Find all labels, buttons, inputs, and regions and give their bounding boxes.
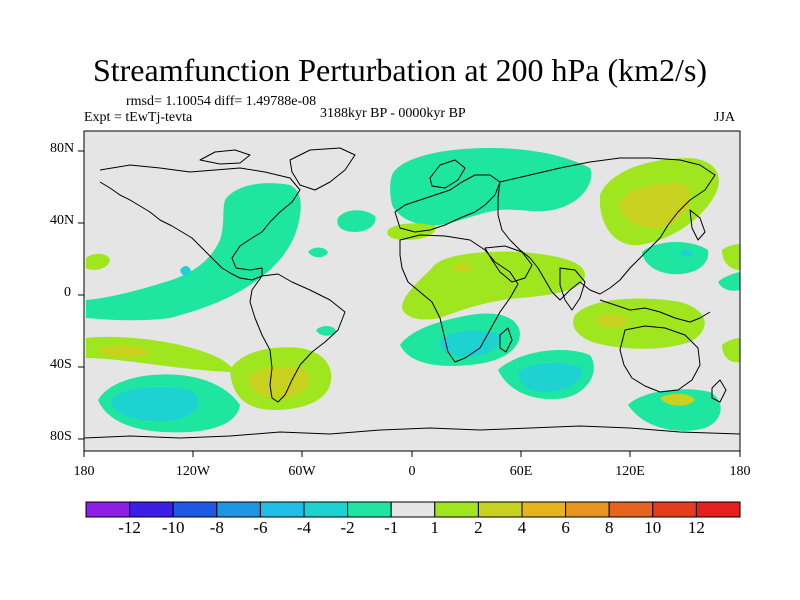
colorbar bbox=[85, 501, 741, 518]
lat-label-40n: 40N bbox=[50, 213, 75, 228]
neg-region-east-pacific-edge bbox=[718, 272, 740, 291]
axis-ticks bbox=[78, 150, 741, 457]
lat-label-80s: 80S bbox=[50, 429, 72, 444]
colorbar-box bbox=[216, 501, 261, 518]
rmsd-diff-stats: rmsd= 1.10054 diff= 1.49788e-08 bbox=[126, 94, 317, 109]
colorbar-label: -1 bbox=[384, 518, 399, 537]
colorbar-box bbox=[259, 501, 305, 518]
colorbar-label: 6 bbox=[561, 518, 570, 537]
lat-label-40s: 40S bbox=[50, 357, 72, 372]
colorbar-box bbox=[85, 501, 131, 518]
lon-label-0: 0 bbox=[408, 464, 416, 479]
coast-scandinavia bbox=[429, 159, 466, 189]
coast-africa bbox=[399, 234, 519, 363]
pos-region-south-indian-east-edge bbox=[722, 338, 740, 363]
neg-region-subtropical-atlantic bbox=[308, 247, 328, 258]
coast-southeast-asia-islands bbox=[599, 299, 711, 323]
neg-region-north-america bbox=[86, 183, 301, 321]
colorbar-box bbox=[477, 501, 523, 518]
colorbar-box bbox=[652, 501, 697, 518]
colorbar-box bbox=[608, 501, 654, 518]
coast-madagascar bbox=[499, 327, 513, 353]
colorbar-label: 1 bbox=[430, 518, 440, 537]
neg-region-tasman bbox=[628, 389, 721, 431]
colorbar-label: -6 bbox=[253, 518, 268, 537]
colorbar-label: 2 bbox=[474, 518, 483, 537]
pos-region-east-pacific-east-edge bbox=[722, 244, 740, 270]
lon-label-180-east: 180 bbox=[729, 464, 751, 479]
lon-label-60e: 60E bbox=[509, 464, 533, 479]
pos4-core-north-pacific bbox=[618, 183, 690, 229]
colorbar-box bbox=[129, 501, 174, 518]
coast-north-america bbox=[99, 164, 301, 281]
experiment-label: Expt = tEwTj-tevta bbox=[84, 110, 193, 125]
coast-canadian-archipelago bbox=[199, 149, 251, 165]
pos4-core-tasman bbox=[660, 393, 695, 406]
neg4-core-southern-indian bbox=[518, 363, 583, 392]
pos-region-east-pacific-west-edge bbox=[86, 253, 110, 270]
neg-region-mid-atlantic bbox=[337, 210, 376, 232]
coast-india bbox=[559, 267, 586, 311]
colorbar-box bbox=[695, 501, 741, 518]
neg-region-west-pacific bbox=[642, 241, 709, 275]
pos4-core-india bbox=[595, 314, 628, 329]
colorbar-label: 10 bbox=[644, 518, 662, 537]
pos-region-north-africa-arabia bbox=[402, 251, 585, 320]
coast-antarctica bbox=[84, 425, 740, 439]
lon-label-120w: 120W bbox=[175, 464, 211, 479]
pos4-core-south-atlantic bbox=[248, 366, 309, 399]
neg4-core-east-pacific bbox=[180, 266, 191, 276]
colorbar-label: -4 bbox=[296, 518, 312, 537]
colorbar-label: 12 bbox=[687, 518, 705, 537]
colorbar-label: -2 bbox=[340, 518, 355, 537]
coast-japan bbox=[689, 209, 706, 241]
colorbar-box bbox=[303, 501, 349, 518]
colorbar-box bbox=[565, 501, 610, 518]
pos4-core-southeast-pacific bbox=[98, 345, 150, 358]
colorbar-box bbox=[521, 501, 567, 518]
colorbar-box bbox=[172, 501, 218, 518]
colorbar-label: -10 bbox=[161, 518, 185, 537]
coastlines bbox=[84, 147, 740, 439]
coast-australia bbox=[619, 325, 701, 393]
pos-region-south-asia bbox=[573, 298, 705, 349]
contour-fills bbox=[86, 148, 740, 433]
lon-label-60w: 60W bbox=[288, 464, 316, 479]
colorbar-box bbox=[347, 501, 392, 518]
lat-label-80n: 80N bbox=[50, 141, 75, 156]
colorbar-label: 4 bbox=[517, 518, 527, 537]
colorbar-label: -8 bbox=[209, 518, 224, 537]
lon-label-120e: 120E bbox=[615, 464, 645, 479]
colorbar-box bbox=[390, 501, 436, 518]
lon-label-180-west: 180 bbox=[73, 464, 95, 479]
neg-region-north-atlantic-eurasia bbox=[390, 148, 592, 226]
coast-south-america bbox=[249, 273, 346, 403]
pos4-core-north-africa bbox=[452, 263, 472, 273]
neg4-core-south-pacific bbox=[110, 387, 199, 422]
colorbar-box bbox=[434, 501, 479, 518]
coast-arabia bbox=[484, 245, 533, 283]
coast-europe bbox=[394, 174, 501, 233]
coast-greenland bbox=[289, 147, 356, 191]
lat-label-0: 0 bbox=[64, 285, 71, 300]
neg4-core-west-pacific bbox=[680, 249, 693, 257]
season-label: JJA bbox=[714, 110, 736, 125]
period-label: 3188kyr BP - 0000kyr BP bbox=[320, 106, 466, 121]
colorbar-label: -12 bbox=[118, 518, 141, 537]
colorbar-label: 8 bbox=[604, 518, 614, 537]
neg-region-south-atlantic-patch bbox=[316, 325, 336, 336]
coast-asia bbox=[497, 157, 716, 301]
coast-new-zealand bbox=[711, 379, 727, 403]
map-title: Streamfunction Perturbation at 200 hPa (… bbox=[92, 52, 708, 88]
